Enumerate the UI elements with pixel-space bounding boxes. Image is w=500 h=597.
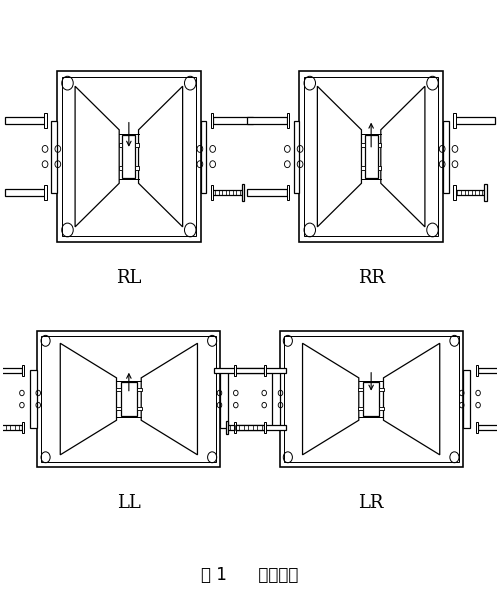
Bar <box>136 167 139 170</box>
Bar <box>380 407 384 410</box>
Bar <box>214 368 264 373</box>
Bar <box>42 336 216 462</box>
Bar <box>476 365 478 376</box>
Bar <box>118 143 122 147</box>
Bar <box>284 336 459 462</box>
Bar <box>286 186 290 199</box>
Bar <box>242 184 244 201</box>
Text: RL: RL <box>116 269 141 287</box>
Bar <box>478 425 500 430</box>
Bar <box>484 184 486 201</box>
Bar <box>361 167 364 170</box>
Bar <box>228 426 264 430</box>
Bar <box>361 143 364 147</box>
Bar <box>210 186 214 199</box>
Bar <box>116 407 120 410</box>
Bar <box>22 422 24 433</box>
Polygon shape <box>141 343 198 455</box>
Bar <box>234 422 236 433</box>
Bar <box>137 388 142 391</box>
Bar <box>304 77 438 236</box>
Bar <box>280 331 462 467</box>
Bar <box>137 407 142 410</box>
Bar <box>358 407 363 410</box>
Polygon shape <box>138 86 182 227</box>
Bar <box>226 421 228 435</box>
Bar <box>248 189 287 196</box>
Bar <box>236 425 286 430</box>
Bar <box>0 426 22 430</box>
Bar <box>248 117 287 124</box>
Bar <box>213 190 242 195</box>
Polygon shape <box>60 343 116 455</box>
Bar <box>30 371 38 427</box>
Bar <box>220 371 228 427</box>
Bar <box>380 388 384 391</box>
Bar <box>0 368 22 373</box>
Bar <box>52 121 57 193</box>
Bar <box>453 113 456 128</box>
Bar <box>378 143 382 147</box>
Text: LR: LR <box>358 494 384 512</box>
Bar <box>358 388 363 391</box>
Bar <box>22 365 24 376</box>
Bar <box>200 121 206 193</box>
Bar <box>456 117 495 124</box>
Bar <box>5 189 44 196</box>
Bar <box>364 135 378 178</box>
Bar <box>44 113 47 128</box>
Text: LL: LL <box>117 494 140 512</box>
Bar <box>122 135 136 178</box>
Bar <box>213 117 252 124</box>
Polygon shape <box>381 86 425 227</box>
Bar <box>5 117 44 124</box>
Bar <box>234 365 236 376</box>
Text: 图 1      装配型式: 图 1 装配型式 <box>202 567 298 584</box>
Bar <box>116 388 120 391</box>
Bar <box>118 167 122 170</box>
Bar <box>62 77 196 236</box>
Bar <box>476 422 478 433</box>
Polygon shape <box>384 343 440 455</box>
Bar <box>453 186 456 199</box>
Bar <box>443 121 448 193</box>
Bar <box>286 113 290 128</box>
Bar <box>294 121 300 193</box>
Bar <box>44 186 47 199</box>
Bar <box>456 190 484 195</box>
Bar <box>264 422 266 433</box>
Bar <box>236 368 286 373</box>
Bar <box>478 368 500 373</box>
Bar <box>300 71 443 242</box>
Bar <box>136 143 139 147</box>
Polygon shape <box>302 343 359 455</box>
Bar <box>272 371 280 427</box>
Bar <box>57 71 201 242</box>
Bar <box>120 382 137 416</box>
Text: RR: RR <box>358 269 384 287</box>
Bar <box>38 331 220 467</box>
Bar <box>462 371 470 427</box>
Polygon shape <box>318 86 362 227</box>
Bar <box>378 167 382 170</box>
Polygon shape <box>75 86 119 227</box>
Bar <box>363 382 380 416</box>
Bar <box>264 365 266 376</box>
Bar <box>210 113 214 128</box>
